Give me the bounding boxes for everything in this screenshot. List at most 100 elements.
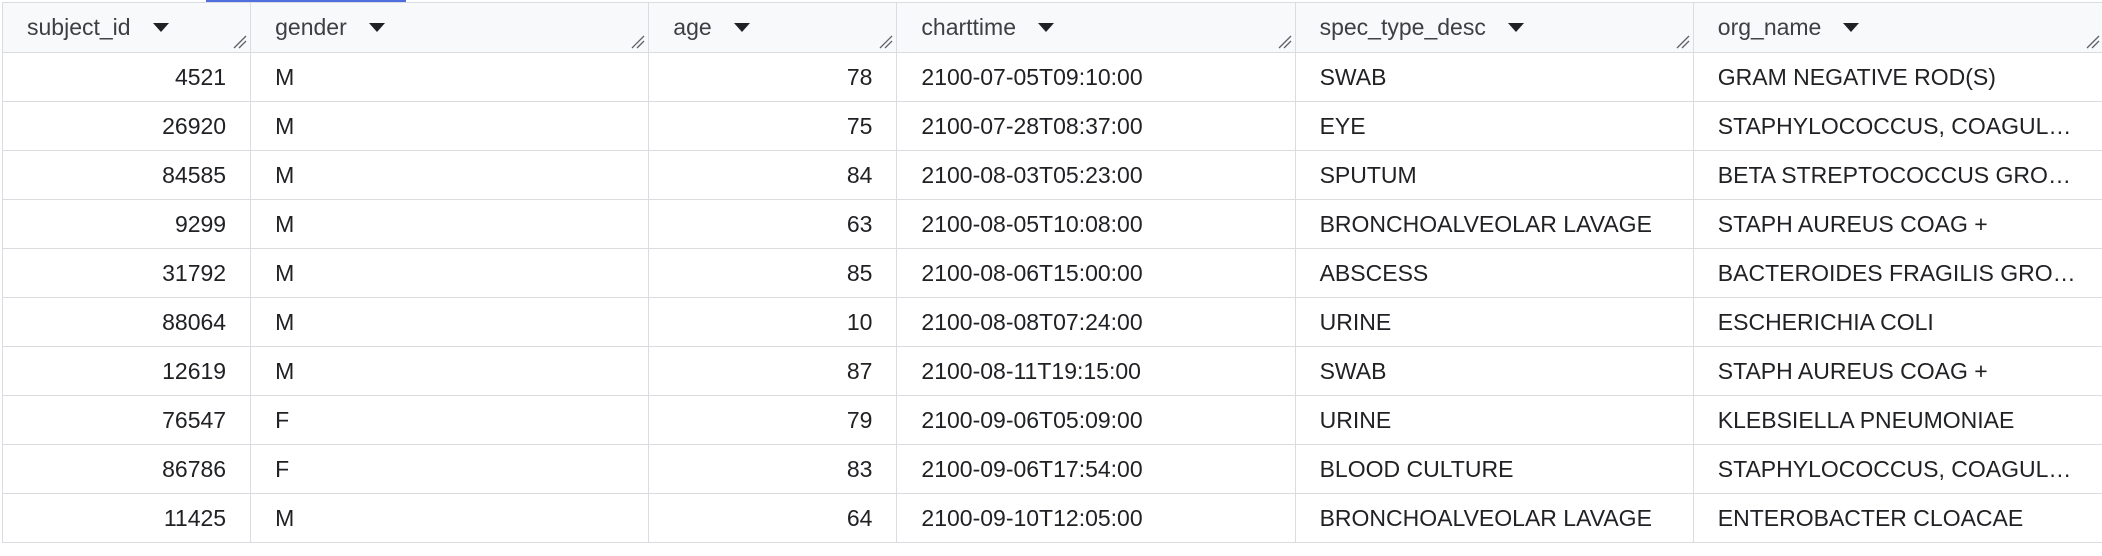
cell-subject-id[interactable]: 26920 — [1, 101, 252, 151]
cell-spec-type-desc[interactable]: SWAB — [1294, 346, 1694, 396]
column-resize-icon[interactable] — [877, 33, 893, 49]
cell-charttime[interactable]: 2100-08-08T07:24:00 — [896, 297, 1296, 347]
cell-age[interactable]: 79 — [648, 395, 898, 445]
column-header-subject-id[interactable]: subject_id — [1, 2, 252, 53]
column-resize-icon[interactable] — [629, 33, 645, 49]
cell-charttime[interactable]: 2100-08-06T15:00:00 — [896, 248, 1296, 298]
table-row[interactable]: 86786 F 83 2100-09-06T17:54:00 BLOOD CULTURE… — [1, 444, 2102, 494]
table-row[interactable]: 26920 M 75 2100-07-28T08:37:00 EYE STAPHYLOCO… — [1, 101, 2102, 151]
cell-charttime[interactable]: 2100-09-10T12:05:00 — [896, 493, 1296, 543]
table-row[interactable]: 11425 M 64 2100-09-10T12:05:00 BRONCHOALVEOL… — [1, 493, 2102, 543]
cell-subject-id[interactable]: 11425 — [1, 493, 252, 543]
cell-age[interactable]: 84 — [648, 150, 898, 200]
cell-spec-type-desc[interactable]: BRONCHOALVEOLAR LAVAGE — [1294, 199, 1694, 249]
column-resize-icon[interactable] — [2084, 33, 2100, 49]
cell-age[interactable]: 64 — [648, 493, 898, 543]
table-row[interactable]: 12619 M 87 2100-08-11T19:15:00 SWAB STAPH AUR… — [1, 346, 2102, 396]
cell-subject-id[interactable]: 12619 — [1, 346, 252, 396]
sort-down-icon[interactable] — [152, 23, 169, 32]
table-row[interactable]: 76547 F 79 2100-09-06T05:09:00 URINE KLEBSIEL… — [1, 395, 2102, 445]
cell-gender[interactable]: F — [250, 444, 650, 494]
column-header-gender[interactable]: gender — [250, 2, 650, 53]
sort-down-icon[interactable] — [1507, 23, 1524, 32]
cell-charttime[interactable]: 2100-07-05T09:10:00 — [896, 52, 1296, 102]
cell-gender[interactable]: M — [250, 150, 650, 200]
cell-org-name[interactable]: GRAM NEGATIVE ROD(S) — [1692, 52, 2102, 102]
cell-spec-type-desc[interactable]: URINE — [1294, 297, 1694, 347]
cell-age[interactable]: 85 — [648, 248, 898, 298]
column-header-age[interactable]: age — [648, 2, 898, 53]
cell-org-name[interactable]: KLEBSIELLA PNEUMONIAE — [1692, 395, 2102, 445]
column-header-content: charttime — [898, 4, 1294, 52]
column-header-label: org_name — [1717, 14, 1822, 40]
cell-subject-id[interactable]: 4521 — [1, 52, 252, 102]
sort-down-icon[interactable] — [1843, 23, 1860, 32]
cell-org-name[interactable]: ENTEROBACTER CLOACAE — [1692, 493, 2102, 543]
cell-org-name[interactable]: STAPH AUREUS COAG + — [1692, 199, 2102, 249]
cell-spec-type-desc[interactable]: URINE — [1294, 395, 1694, 445]
cell-gender[interactable]: M — [250, 248, 650, 298]
cell-age[interactable]: 87 — [648, 346, 898, 396]
cell-spec-type-desc[interactable]: SPUTUM — [1294, 150, 1694, 200]
cell-age[interactable]: 10 — [648, 297, 898, 347]
cell-charttime[interactable]: 2100-09-06T17:54:00 — [896, 444, 1296, 494]
table-body: 4521 M 78 2100-07-05T09:10:00 SWAB GRAM NEGAT… — [1, 52, 2102, 543]
column-header-spec-type-desc[interactable]: spec_type_desc — [1294, 2, 1694, 53]
cell-subject-id[interactable]: 86786 — [1, 444, 252, 494]
cell-spec-type-desc[interactable]: SWAB — [1294, 52, 1694, 102]
sort-down-icon[interactable] — [368, 23, 385, 32]
column-header-content: gender — [252, 4, 648, 52]
cell-gender[interactable]: F — [250, 395, 650, 445]
cell-age[interactable]: 83 — [648, 444, 898, 494]
cell-subject-id[interactable]: 31792 — [1, 248, 252, 298]
table-row[interactable]: 4521 M 78 2100-07-05T09:10:00 SWAB GRAM NEGAT… — [1, 52, 2102, 102]
column-header-content: spec_type_desc — [1296, 4, 1692, 52]
column-header-content: age — [650, 4, 896, 52]
cell-gender[interactable]: M — [250, 101, 650, 151]
cell-charttime[interactable]: 2100-08-11T19:15:00 — [896, 346, 1296, 396]
cell-gender[interactable]: M — [250, 199, 650, 249]
cell-subject-id[interactable]: 9299 — [1, 199, 252, 249]
cell-age[interactable]: 75 — [648, 101, 898, 151]
cell-spec-type-desc[interactable]: ABSCESS — [1294, 248, 1694, 298]
column-header-content: org_name — [1694, 4, 2102, 52]
sort-down-icon[interactable] — [1038, 23, 1054, 32]
cell-gender[interactable]: M — [250, 52, 650, 102]
table-header-row: subject_id gender age charttime spec_type_de… — [1, 2, 2102, 53]
cell-org-name[interactable]: BETA STREPTOCOCCUS GROUP B — [1692, 150, 2102, 200]
column-header-label: gender — [275, 14, 347, 40]
cell-age[interactable]: 78 — [648, 52, 898, 102]
cell-charttime[interactable]: 2100-09-06T05:09:00 — [896, 395, 1296, 445]
cell-org-name[interactable]: BACTEROIDES FRAGILIS GROUP — [1692, 248, 2102, 298]
cell-charttime[interactable]: 2100-08-05T10:08:00 — [896, 199, 1296, 249]
cell-org-name[interactable]: STAPH AUREUS COAG + — [1692, 346, 2102, 396]
cell-gender[interactable]: M — [250, 297, 650, 347]
column-header-label: spec_type_desc — [1319, 14, 1486, 40]
table-row[interactable]: 31792 M 85 2100-08-06T15:00:00 ABSCESS BACTER… — [1, 248, 2102, 298]
cell-charttime[interactable]: 2100-07-28T08:37:00 — [896, 101, 1296, 151]
column-header-label: charttime — [921, 14, 1016, 40]
cell-org-name[interactable]: STAPHYLOCOCCUS, COAGULASE NEGATIVE — [1692, 444, 2102, 494]
cell-charttime[interactable]: 2100-08-03T05:23:00 — [896, 150, 1296, 200]
column-resize-icon[interactable] — [231, 33, 247, 49]
cell-subject-id[interactable]: 88064 — [1, 297, 252, 347]
cell-spec-type-desc[interactable]: BLOOD CULTURE — [1294, 444, 1694, 494]
cell-org-name[interactable]: ESCHERICHIA COLI — [1692, 297, 2102, 347]
cell-spec-type-desc[interactable]: BRONCHOALVEOLAR LAVAGE — [1294, 493, 1694, 543]
column-header-org-name[interactable]: org_name — [1692, 2, 2102, 53]
cell-age[interactable]: 63 — [648, 199, 898, 249]
cell-spec-type-desc[interactable]: EYE — [1294, 101, 1694, 151]
sort-down-icon[interactable] — [733, 23, 750, 32]
cell-gender[interactable]: M — [250, 493, 650, 543]
cell-subject-id[interactable]: 76547 — [1, 395, 252, 445]
table-row[interactable]: 9299 M 63 2100-08-05T10:08:00 BRONCHOALVEOLA… — [1, 199, 2102, 249]
column-header-charttime[interactable]: charttime — [896, 2, 1296, 53]
results-table: subject_id gender age charttime spec_type_de… — [1, 2, 2102, 543]
cell-gender[interactable]: M — [250, 346, 650, 396]
column-resize-icon[interactable] — [1674, 33, 1690, 49]
column-resize-icon[interactable] — [1276, 33, 1292, 49]
table-row[interactable]: 84585 M 84 2100-08-03T05:23:00 SPUTUM BETA ST… — [1, 150, 2102, 200]
cell-subject-id[interactable]: 84585 — [1, 150, 252, 200]
table-row[interactable]: 88064 M 10 2100-08-08T07:24:00 URINE ESCHERIC… — [1, 297, 2102, 347]
cell-org-name[interactable]: STAPHYLOCOCCUS, COAGULASE NEGATIVE — [1692, 101, 2102, 151]
